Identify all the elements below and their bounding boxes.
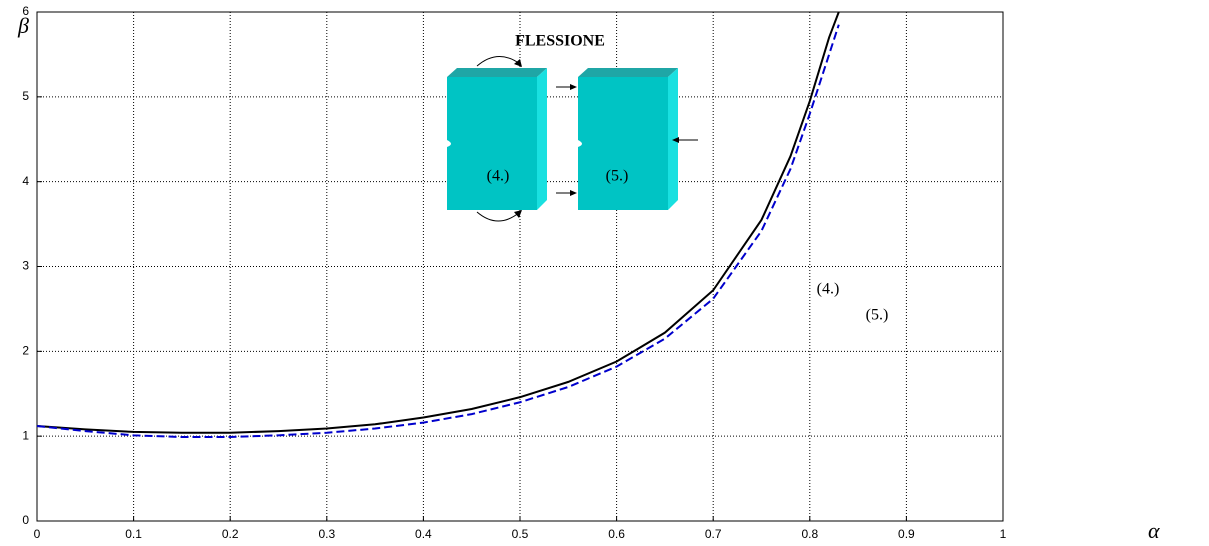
x-tick-label: 0: [34, 527, 41, 541]
y-tick-label: 3: [22, 259, 29, 273]
y-tick-label: 0: [22, 513, 29, 527]
x-tick-label: 0.5: [512, 527, 529, 541]
y-tick-label: 1: [22, 428, 29, 442]
annotation: (4.): [487, 168, 510, 185]
y-tick-label: 4: [22, 174, 29, 188]
x-tick-label: 0.8: [801, 527, 818, 541]
annotation: (5.): [606, 168, 629, 185]
x-tick-label: 1: [1000, 527, 1007, 541]
inset-drawing: [447, 56, 698, 222]
x-tick-label: 0.4: [415, 527, 432, 541]
annotation: FLESSIONE: [515, 33, 605, 50]
x-tick-label: 0.3: [318, 527, 335, 541]
y-tick-label: 6: [22, 4, 29, 18]
x-tick-label: 0.2: [222, 527, 239, 541]
series-line: [36, 24, 840, 439]
x-tick-label: 0.6: [608, 527, 625, 541]
y-axis-label: β: [17, 13, 29, 38]
x-tick-label: 0.9: [898, 527, 915, 541]
x-tick-label: 0.7: [705, 527, 722, 541]
lines: [36, 11, 840, 439]
x-axis-label: α: [1148, 518, 1160, 543]
y-tick-label: 5: [22, 89, 29, 103]
series-label: (4.): [817, 281, 840, 298]
y-tick-label: 2: [22, 344, 29, 358]
series-label: (5.): [866, 307, 889, 324]
x-tick-label: 0.1: [125, 527, 142, 541]
series-line: [36, 11, 840, 434]
